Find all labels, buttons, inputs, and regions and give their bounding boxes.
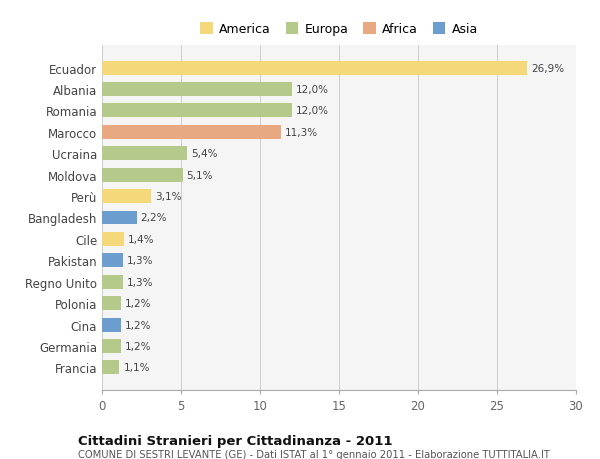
Text: 1,1%: 1,1% xyxy=(124,363,150,373)
Text: 1,2%: 1,2% xyxy=(125,320,151,330)
Bar xyxy=(102,83,292,97)
Bar xyxy=(102,211,137,225)
Text: 1,2%: 1,2% xyxy=(125,341,151,351)
Text: Cittadini Stranieri per Cittadinanza - 2011: Cittadini Stranieri per Cittadinanza - 2… xyxy=(78,434,392,447)
Text: 1,3%: 1,3% xyxy=(127,277,153,287)
Text: 1,4%: 1,4% xyxy=(128,235,155,244)
Text: 11,3%: 11,3% xyxy=(284,128,317,138)
Bar xyxy=(102,297,121,310)
Text: 5,4%: 5,4% xyxy=(191,149,218,159)
Bar xyxy=(102,232,124,246)
Bar xyxy=(102,147,187,161)
Bar xyxy=(102,104,292,118)
Bar xyxy=(102,168,182,182)
Bar xyxy=(102,62,527,75)
Text: 1,2%: 1,2% xyxy=(125,298,151,308)
Legend: America, Europa, Africa, Asia: America, Europa, Africa, Asia xyxy=(200,23,478,36)
Bar xyxy=(102,254,122,268)
Text: 26,9%: 26,9% xyxy=(531,63,564,73)
Bar xyxy=(102,275,122,289)
Bar xyxy=(102,190,151,204)
Bar xyxy=(102,318,121,332)
Text: COMUNE DI SESTRI LEVANTE (GE) - Dati ISTAT al 1° gennaio 2011 - Elaborazione TUT: COMUNE DI SESTRI LEVANTE (GE) - Dati IST… xyxy=(78,449,550,459)
Bar xyxy=(102,339,121,353)
Text: 1,3%: 1,3% xyxy=(127,256,153,266)
Text: 12,0%: 12,0% xyxy=(296,85,329,95)
Text: 3,1%: 3,1% xyxy=(155,192,181,202)
Text: 5,1%: 5,1% xyxy=(187,170,213,180)
Bar xyxy=(102,126,281,140)
Text: 2,2%: 2,2% xyxy=(141,213,167,223)
Text: 12,0%: 12,0% xyxy=(296,106,329,116)
Bar xyxy=(102,361,119,375)
